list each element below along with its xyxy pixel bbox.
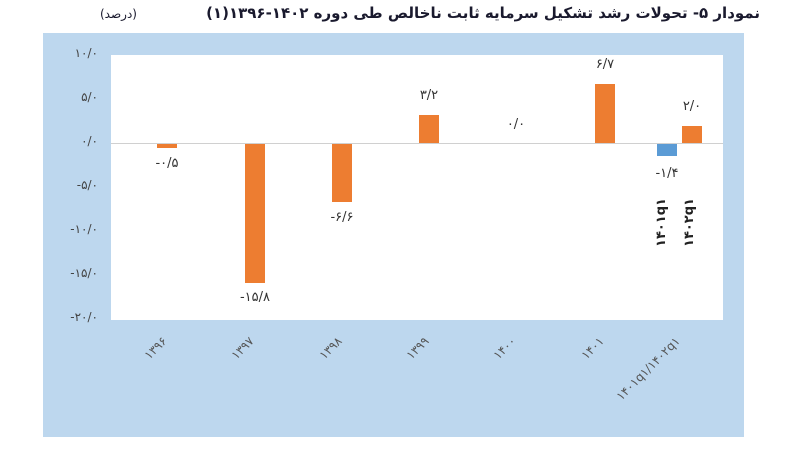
value-label-1400: ۰/۰ [506,117,526,132]
value-label-1399: ۳/۲ [419,88,439,103]
ytick-neg20: -۲۰/۰ [70,310,98,324]
value-label-1401q1: -۱/۴ [655,166,679,181]
chart-header: نمودار ۵- تحولات رشد تشکیل سرمایه ثابت ن… [100,4,760,30]
bar-1402q1 [682,126,702,143]
chart-title: نمودار ۵- تحولات رشد تشکیل سرمایه ثابت ن… [206,4,760,22]
ytick-5: ۵/۰ [81,90,98,104]
bar-1401 [595,84,615,143]
value-label-1402q1: ۲/۰ [682,99,702,114]
zero-axis-line [111,143,723,144]
value-label-1398: -۶/۶ [330,210,354,225]
ytick-10: ۱۰/۰ [74,46,98,60]
bar-1399 [419,115,439,143]
ytick-neg5: -۵/۰ [76,178,98,192]
bar-1396 [157,144,177,148]
ytick-neg15: -۱۵/۰ [70,266,98,280]
ytick-0: ۰/۰ [81,134,98,148]
value-label-1401: ۶/۷ [595,57,615,72]
value-label-1396: -۰/۵ [155,156,179,171]
bar-1401q1 [657,144,677,156]
plot-area [111,55,723,320]
ytick-neg10: -۱۰/۰ [70,222,98,236]
quarter-label-1401q1: ۱۴۰۱q۱ [653,198,669,247]
bar-1398 [332,144,352,202]
bar-1397 [245,144,265,283]
unit-label: (درصد) [100,7,137,21]
value-label-1397: -۱۵/۸ [239,290,271,305]
quarter-label-1402q1: ۱۴۰۲q۱ [681,198,697,247]
